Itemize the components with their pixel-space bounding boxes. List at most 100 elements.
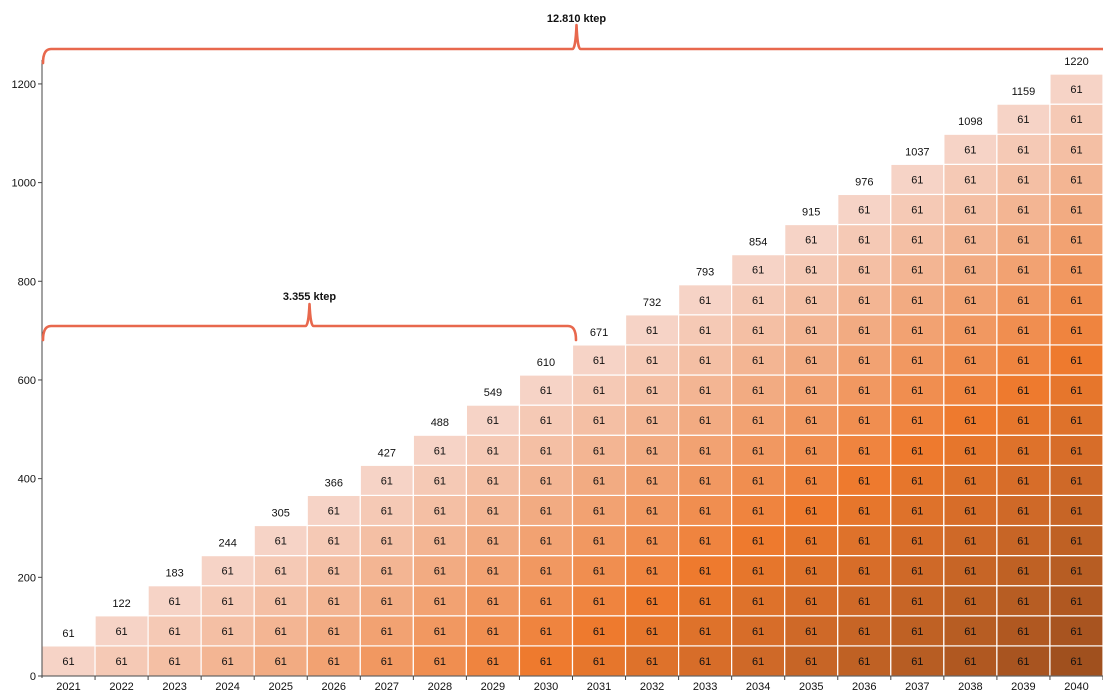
segment-label: 61 bbox=[646, 596, 658, 608]
bar-segment bbox=[890, 163, 945, 196]
bar-total-label: 183 bbox=[165, 568, 183, 580]
bar-segment bbox=[996, 374, 1051, 406]
bar-segment bbox=[837, 314, 892, 346]
bar-segment bbox=[784, 223, 839, 256]
x-tick-label: 2028 bbox=[428, 681, 452, 693]
segment-label: 61 bbox=[1070, 505, 1082, 517]
segment-label: 61 bbox=[1017, 505, 1029, 517]
bar-segment bbox=[890, 615, 945, 647]
bar-segment bbox=[837, 464, 892, 497]
bar-segment bbox=[677, 284, 733, 316]
bar-segment bbox=[518, 555, 574, 587]
bar-segment bbox=[731, 494, 786, 527]
bar-segment bbox=[677, 585, 733, 617]
bar-segment bbox=[996, 193, 1051, 226]
bar-total-label: 915 bbox=[802, 207, 820, 219]
segment-label: 61 bbox=[805, 385, 817, 397]
segment-label: 61 bbox=[1017, 536, 1029, 548]
segment-label: 61 bbox=[434, 566, 446, 578]
segment-label: 61 bbox=[699, 325, 711, 337]
segment-label: 61 bbox=[858, 505, 870, 517]
bar-total-label: 244 bbox=[218, 538, 236, 550]
bar-total-label: 549 bbox=[484, 387, 502, 399]
segment-label: 61 bbox=[964, 144, 976, 156]
bar-total-label: 1159 bbox=[1012, 86, 1036, 98]
segment-label: 61 bbox=[540, 475, 552, 487]
bar-segment bbox=[996, 163, 1051, 196]
segment-label: 61 bbox=[699, 566, 711, 578]
segment-label: 61 bbox=[1017, 265, 1029, 277]
bar-segment bbox=[890, 404, 945, 436]
bar-total-label: 61 bbox=[62, 628, 74, 640]
segment-label: 61 bbox=[1070, 596, 1082, 608]
segment-label: 61 bbox=[1017, 656, 1029, 668]
bar-segment bbox=[412, 464, 468, 497]
bar-segment bbox=[518, 524, 574, 557]
bar-segment bbox=[624, 615, 680, 647]
bar-segment bbox=[890, 464, 945, 497]
segment-label: 61 bbox=[964, 235, 976, 247]
segment-label: 61 bbox=[1070, 204, 1082, 216]
segment-label: 61 bbox=[381, 626, 393, 638]
segment-label: 61 bbox=[805, 596, 817, 608]
segment-label: 61 bbox=[275, 656, 287, 668]
segment-label: 61 bbox=[964, 174, 976, 186]
segment-label: 61 bbox=[699, 445, 711, 457]
segment-label: 61 bbox=[699, 415, 711, 427]
bar-total-label: 732 bbox=[643, 297, 661, 309]
bar-segment bbox=[571, 494, 627, 527]
segment-label: 61 bbox=[858, 295, 870, 307]
segment-label: 61 bbox=[540, 385, 552, 397]
segment-label: 61 bbox=[964, 566, 976, 578]
segment-label: 61 bbox=[911, 505, 923, 517]
segment-label: 61 bbox=[964, 204, 976, 216]
segment-label: 61 bbox=[1070, 415, 1082, 427]
bar-segment bbox=[890, 494, 945, 527]
segment-label: 61 bbox=[805, 325, 817, 337]
bar-segment bbox=[359, 464, 414, 497]
segment-label: 61 bbox=[964, 415, 976, 427]
segment-label: 61 bbox=[805, 445, 817, 457]
segment-label: 61 bbox=[540, 505, 552, 517]
bar-segment bbox=[996, 615, 1051, 647]
segment-label: 61 bbox=[964, 656, 976, 668]
x-tick-label: 2026 bbox=[322, 681, 346, 693]
bar-segment bbox=[890, 585, 945, 617]
bar-segment bbox=[837, 645, 892, 677]
segment-label: 61 bbox=[805, 626, 817, 638]
segment-label: 61 bbox=[381, 536, 393, 548]
segment-label: 61 bbox=[1070, 536, 1082, 548]
segment-label: 61 bbox=[911, 415, 923, 427]
bar-segment bbox=[677, 344, 733, 376]
segment-label: 61 bbox=[593, 445, 605, 457]
x-tick-label: 2023 bbox=[162, 681, 186, 693]
bar-segment bbox=[996, 133, 1051, 165]
bar-segment bbox=[412, 434, 468, 466]
bar-segment bbox=[837, 254, 892, 286]
segment-label: 61 bbox=[593, 385, 605, 397]
segment-label: 61 bbox=[752, 656, 764, 668]
segment-label: 61 bbox=[328, 566, 340, 578]
annotation-brace bbox=[41, 302, 578, 342]
bar-total-label: 854 bbox=[749, 237, 767, 249]
segment-label: 61 bbox=[434, 445, 446, 457]
segment-label: 61 bbox=[646, 385, 658, 397]
segment-label: 61 bbox=[328, 536, 340, 548]
segment-label: 61 bbox=[1017, 445, 1029, 457]
bar-segment bbox=[784, 374, 839, 406]
bar-segment bbox=[200, 615, 255, 647]
segment-label: 61 bbox=[964, 325, 976, 337]
segment-label: 61 bbox=[1017, 114, 1029, 126]
bar-segment bbox=[306, 615, 361, 647]
y-tick-label: 200 bbox=[18, 572, 36, 584]
segment-label: 61 bbox=[62, 656, 74, 668]
segment-label: 61 bbox=[752, 566, 764, 578]
segment-label: 61 bbox=[1070, 355, 1082, 367]
segment-label: 61 bbox=[911, 325, 923, 337]
segment-label: 61 bbox=[964, 626, 976, 638]
bar-segment bbox=[837, 494, 892, 527]
bar-segment bbox=[624, 585, 680, 617]
bar-segment bbox=[784, 284, 839, 316]
bar-segment bbox=[731, 524, 786, 557]
segment-label: 61 bbox=[911, 536, 923, 548]
